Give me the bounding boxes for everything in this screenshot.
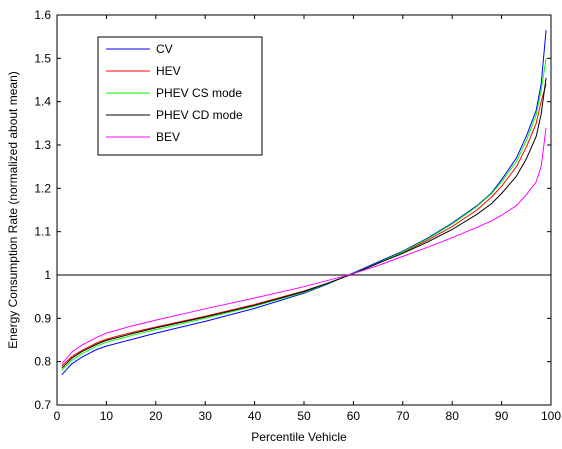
series-line-bev <box>61 127 547 365</box>
y-tick-label: 1.5 <box>34 51 51 65</box>
legend-box <box>97 36 263 156</box>
y-tick-label: 1.4 <box>34 95 51 109</box>
legend-label: PHEV CS mode <box>156 86 242 100</box>
legend-label: CV <box>156 42 173 56</box>
y-tick-label: 1 <box>44 268 51 282</box>
x-tick-label: 40 <box>248 409 262 423</box>
x-tick-label: 80 <box>446 409 460 423</box>
y-axis-title: Energy Consumption Rate (normalized abou… <box>6 71 20 348</box>
legend-label: PHEV CD mode <box>156 108 243 122</box>
x-tick-label: 10 <box>100 409 114 423</box>
x-tick-label: 0 <box>54 409 61 423</box>
y-tick-label: 0.7 <box>34 398 51 412</box>
x-tick-label: 90 <box>495 409 509 423</box>
x-tick-label: 30 <box>199 409 213 423</box>
y-tick-label: 0.9 <box>34 311 51 325</box>
x-tick-label: 50 <box>297 409 311 423</box>
x-tick-label: 60 <box>347 409 361 423</box>
x-tick-label: 100 <box>541 409 561 423</box>
x-axis-title: Percentile Vehicle <box>251 430 347 444</box>
legend-label: BEV <box>156 130 180 144</box>
series-line-phev-cd-mode <box>61 77 547 369</box>
series-line-cv <box>61 30 547 376</box>
y-tick-label: 1.2 <box>34 181 51 195</box>
y-tick-label: 1.6 <box>34 8 51 22</box>
x-tick-label: 20 <box>149 409 163 423</box>
x-tick-label: 70 <box>396 409 410 423</box>
y-tick-label: 1.3 <box>34 138 51 152</box>
legend-label: HEV <box>156 64 181 78</box>
y-tick-label: 1.1 <box>34 225 51 239</box>
y-tick-label: 0.8 <box>34 355 51 369</box>
